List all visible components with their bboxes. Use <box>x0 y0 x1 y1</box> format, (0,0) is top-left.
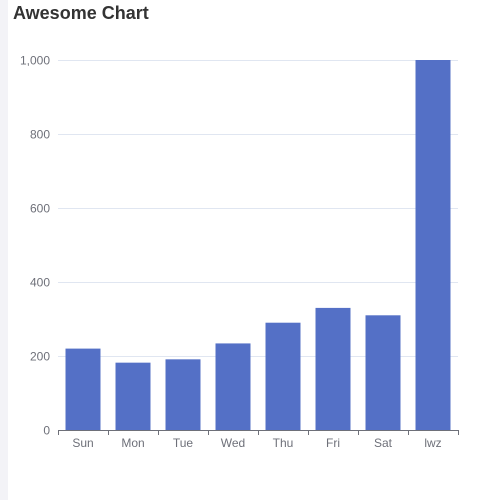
y-tick-label: 0 <box>43 424 50 438</box>
x-tick-label: lwz <box>424 436 441 450</box>
x-tick-label: Sat <box>374 436 393 450</box>
bar-wed[interactable] <box>215 343 251 430</box>
bar-fri[interactable] <box>315 307 351 430</box>
x-tick-label: Sun <box>72 436 93 450</box>
y-tick-label: 800 <box>30 128 50 142</box>
y-tick-label: 200 <box>30 350 50 364</box>
bar-tue[interactable] <box>165 359 201 430</box>
bar-sat[interactable] <box>365 315 401 430</box>
x-tick-label: Fri <box>326 436 340 450</box>
x-tick-label: Mon <box>121 436 144 450</box>
grid-lines <box>58 60 458 357</box>
bar-sun[interactable] <box>65 348 101 430</box>
chart-title: Awesome Chart <box>13 3 149 23</box>
bars <box>65 60 451 430</box>
bar-lwz[interactable] <box>415 60 451 430</box>
bar-thu[interactable] <box>265 322 301 430</box>
y-axis-labels: 0 200 400 600 800 1,000 <box>20 54 50 438</box>
y-tick-label: 1,000 <box>20 54 50 68</box>
x-tick-label: Wed <box>221 436 245 450</box>
left-edge-strip <box>0 0 8 500</box>
y-tick-label: 600 <box>30 202 50 216</box>
x-tick-label: Tue <box>173 436 194 450</box>
x-axis: Sun Mon Tue Wed Thu Fri Sat lwz <box>58 430 459 450</box>
x-tick-label: Thu <box>273 436 294 450</box>
bar-mon[interactable] <box>115 362 151 430</box>
y-tick-label: 400 <box>30 276 50 290</box>
